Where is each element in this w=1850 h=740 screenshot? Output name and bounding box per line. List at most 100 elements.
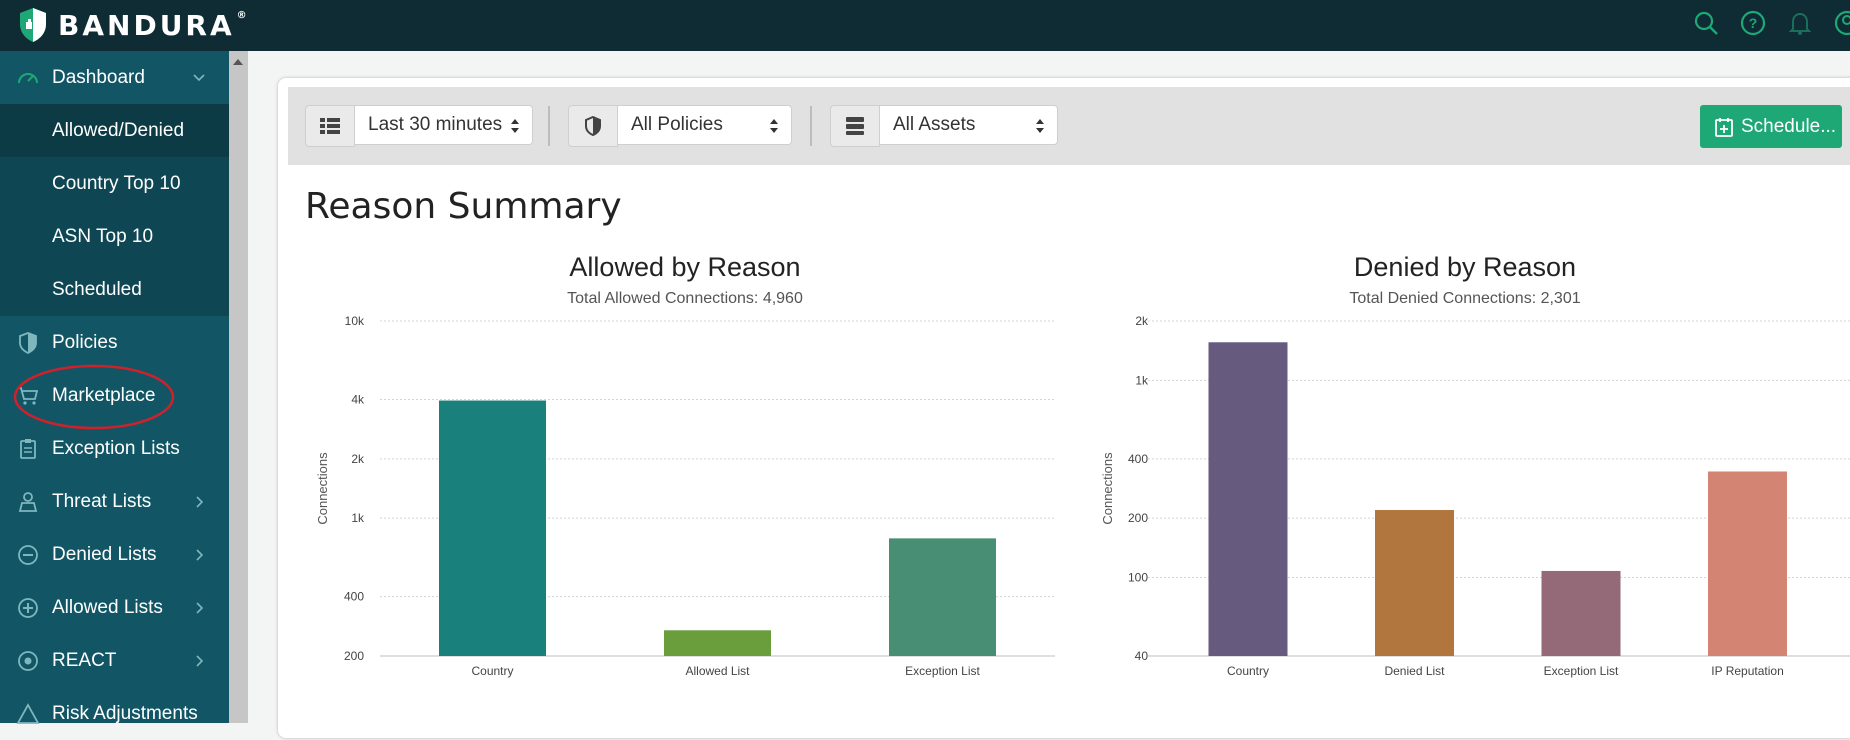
y-tick-label: 40	[1135, 649, 1149, 663]
toolbar-divider	[548, 106, 550, 146]
chart-subtitle: Total Denied Connections: 2,301	[1349, 290, 1581, 307]
sidebar-item-allowed-lists[interactable]: Allowed Lists	[0, 581, 229, 634]
chevron-right-icon	[196, 495, 204, 508]
shield-icon	[19, 331, 37, 354]
annotation-circle	[13, 364, 175, 430]
x-tick-label: Allowed List	[685, 664, 750, 678]
chevron-right-icon	[196, 548, 204, 561]
y-axis-label: Connections	[315, 452, 330, 525]
sidebar-item-label: Marketplace	[52, 384, 156, 406]
sidebar-item-label: Denied Lists	[52, 543, 157, 565]
y-tick-label: 1k	[1135, 373, 1149, 387]
bell-icon[interactable]	[1787, 10, 1813, 36]
x-tick-label: Denied List	[1384, 664, 1445, 678]
calendar-plus-icon	[1715, 117, 1733, 137]
y-axis-label: Connections	[1100, 452, 1115, 525]
app-name: BANDURA ®	[58, 8, 247, 42]
plus-circle-icon	[18, 597, 38, 618]
sidebar-item-label: ASN Top 10	[52, 225, 154, 247]
server-icon	[830, 105, 880, 147]
sidebar-item-policies[interactable]: Policies	[0, 316, 229, 369]
denied-by-reason-chart: 40 100 200 400 1k 2k Connections Country Denied …	[1100, 314, 1850, 678]
assets-value: All Assets	[893, 114, 976, 135]
sort-caret-icon	[511, 119, 519, 133]
y-tick-label: 400	[344, 590, 364, 604]
policy-select[interactable]: All Policies	[618, 105, 792, 145]
list-icon	[305, 105, 355, 147]
chart-title: Denied by Reason	[1353, 252, 1577, 282]
time-range-group: Last 30 minutes	[305, 105, 533, 147]
search-icon[interactable]	[1693, 10, 1719, 36]
y-tick-label: 4k	[351, 392, 365, 406]
bar	[1375, 510, 1454, 656]
assets-select[interactable]: All Assets	[880, 105, 1058, 145]
sidebar-item-label: REACT	[52, 649, 117, 671]
bar	[664, 630, 771, 656]
sidebar-item-asn-top-10[interactable]: ASN Top 10	[0, 210, 229, 263]
chevron-right-icon	[196, 601, 204, 614]
chart-subtitle: Total Allowed Connections: 4,960	[567, 290, 803, 307]
sidebar-item-label: Exception Lists	[52, 437, 180, 459]
bar	[439, 400, 546, 656]
shield-icon	[568, 105, 618, 147]
sidebar-item-exception-lists[interactable]: Exception Lists	[0, 422, 229, 475]
bar	[889, 538, 996, 656]
minus-circle-icon	[18, 544, 38, 565]
y-tick-label: 200	[344, 649, 364, 663]
schedule-button[interactable]: Schedule...	[1700, 105, 1842, 148]
policy-group: All Policies	[568, 105, 792, 147]
bar	[1541, 570, 1621, 656]
chevron-down-icon	[193, 73, 205, 81]
bar	[1708, 471, 1787, 656]
y-tick-label: 100	[1128, 571, 1148, 585]
time-range-select[interactable]: Last 30 minutes	[355, 105, 533, 145]
clipboard-icon	[20, 438, 36, 459]
sidebar-item-react[interactable]: REACT	[0, 634, 229, 687]
gauge-icon	[18, 72, 38, 83]
user-icon[interactable]	[1834, 10, 1850, 36]
sidebar-item-label: Threat Lists	[52, 490, 152, 512]
sort-caret-icon	[1036, 119, 1044, 133]
schedule-label: Schedule...	[1741, 115, 1837, 137]
sidebar-item-label: Allowed Lists	[52, 596, 163, 618]
chart-title: Allowed by Reason	[569, 252, 801, 282]
x-tick-label: Country	[471, 664, 513, 678]
time-range-value: Last 30 minutes	[368, 114, 503, 135]
toolbar-divider	[810, 106, 812, 146]
sidebar-item-allowed-denied[interactable]: Allowed/Denied	[0, 104, 229, 157]
policy-value: All Policies	[631, 114, 723, 135]
help-icon[interactable]: ?	[1740, 10, 1766, 36]
x-tick-label: Country	[1227, 664, 1269, 678]
chevron-right-icon	[196, 654, 204, 667]
sidebar-item-label: Policies	[52, 331, 118, 353]
sidebar-item-country-top-10[interactable]: Country Top 10	[0, 157, 229, 210]
y-tick-label: 2k	[1135, 314, 1149, 328]
y-tick-label: 10k	[345, 314, 365, 328]
assets-group: All Assets	[830, 105, 1058, 147]
scroll-up-arrow[interactable]	[233, 59, 243, 65]
x-tick-label: IP Reputation	[1711, 664, 1784, 678]
y-tick-label: 200	[1128, 511, 1148, 525]
sidebar-scrollbar[interactable]	[229, 51, 248, 723]
sidebar: Dashboard Allowed/Denied Country Top 10 …	[0, 51, 229, 724]
page-title: Reason Summary	[305, 186, 622, 227]
sidebar-item-threat-lists[interactable]: Threat Lists	[0, 475, 229, 528]
sidebar-item-scheduled[interactable]: Scheduled	[0, 263, 229, 316]
target-icon	[18, 650, 38, 671]
cart-icon	[18, 386, 39, 405]
sidebar-item-dashboard[interactable]: Dashboard	[0, 51, 229, 104]
bar	[1208, 342, 1288, 656]
svg-text:?: ?	[1749, 15, 1758, 31]
shield-logo-icon	[20, 8, 46, 42]
y-tick-label: 1k	[351, 511, 365, 525]
top-bar: BANDURA ® ?	[0, 0, 1850, 51]
sidebar-item-label: Country Top 10	[52, 172, 181, 194]
sort-caret-icon	[770, 119, 778, 133]
bandura-logo[interactable]: BANDURA ®	[18, 6, 247, 44]
allowed-by-reason-chart: 200 400 1k 2k 4k 10k Connections Country Allowed…	[315, 314, 1055, 678]
threat-icon	[18, 491, 38, 512]
sidebar-item-label: Allowed/Denied	[52, 119, 185, 141]
sidebar-item-marketplace[interactable]: Marketplace	[0, 369, 229, 422]
sidebar-item-denied-lists[interactable]: Denied Lists	[0, 528, 229, 581]
y-tick-label: 400	[1128, 452, 1148, 466]
